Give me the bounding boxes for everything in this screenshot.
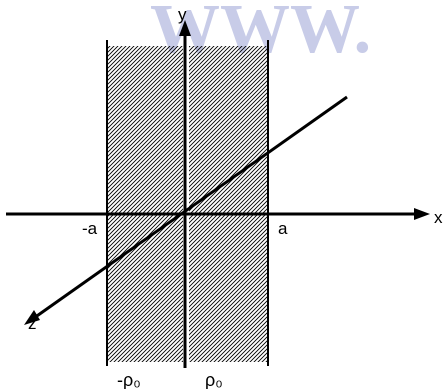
z-axis-label: z xyxy=(28,314,37,333)
tick-label-pos-a: a xyxy=(278,219,288,238)
left-slab-region xyxy=(107,46,183,362)
x-axis-arrowhead xyxy=(414,208,430,220)
z-axis-line xyxy=(33,95,348,320)
right-charge-density-label: ρ₀ xyxy=(205,370,223,389)
y-axis-arrowhead xyxy=(179,20,191,36)
x-axis-label: x xyxy=(434,208,443,227)
left-charge-density-label: -ρ₀ xyxy=(117,370,141,389)
y-axis-label: y xyxy=(178,5,187,24)
right-slab-region xyxy=(189,46,268,362)
z-axis-arrowhead xyxy=(24,310,40,325)
tick-label-neg-a: -a xyxy=(82,219,98,238)
